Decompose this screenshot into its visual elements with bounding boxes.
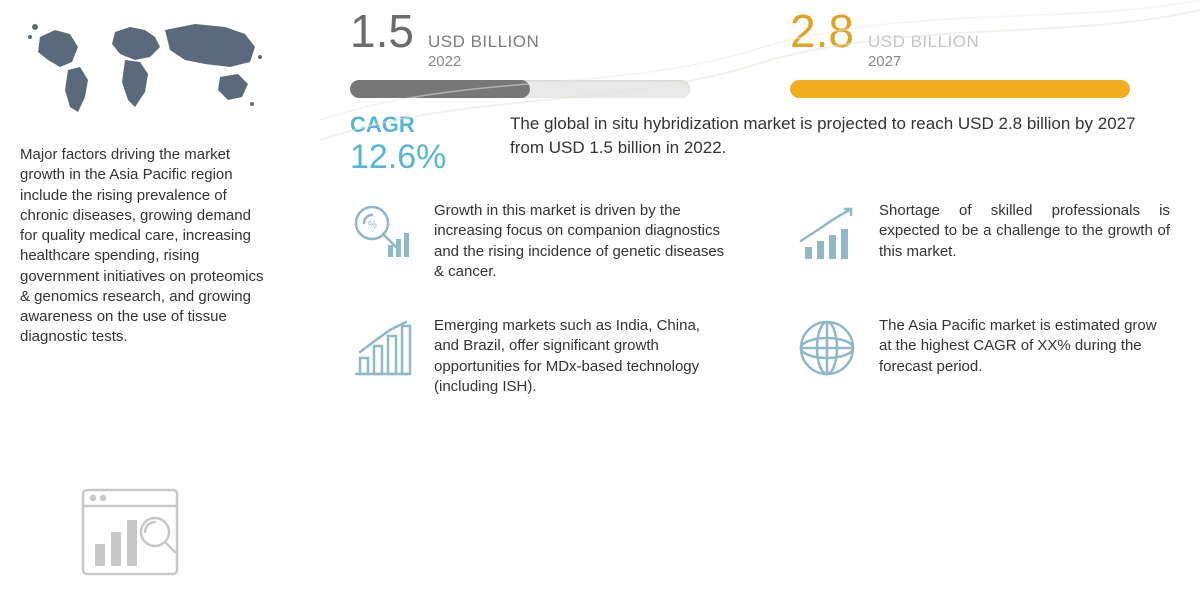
analysis-icon: % (350, 201, 414, 265)
chart-report-icon (75, 482, 185, 582)
info-text-1: Growth in this market is driven by the i… (434, 201, 725, 282)
end-value: 2.8 (790, 8, 854, 54)
metric-end: 2.8 USD BILLION 2027 (790, 8, 1170, 98)
metric-start: 1.5 USD BILLION 2022 (350, 8, 730, 98)
trend-icon (795, 201, 859, 265)
world-map (20, 12, 270, 132)
start-progress (350, 80, 690, 98)
left-column: Major factors driving the market growth … (0, 0, 290, 600)
start-year: 2022 (428, 54, 539, 71)
svg-text:%: % (368, 220, 377, 231)
barchart-icon (350, 316, 414, 380)
apac-label: APAC (0, 410, 8, 520)
cagr-block: CAGR 12.6% (350, 112, 480, 177)
start-progress-fill (350, 80, 530, 98)
info-grid: % Growth in this market is driven by the… (350, 201, 1170, 397)
top-metrics: 1.5 USD BILLION 2022 2.8 USD BILLION 202… (350, 8, 1170, 98)
end-progress (790, 80, 1130, 98)
summary-text: The global in situ hybridization market … (510, 112, 1170, 177)
end-progress-fill (790, 80, 1130, 98)
end-year: 2027 (868, 54, 979, 71)
cagr-value: 12.6% (350, 138, 480, 177)
start-unit: USD BILLION (428, 33, 539, 52)
info-item-3: Emerging markets such as India, China, a… (350, 316, 725, 397)
right-column: 1.5 USD BILLION 2022 2.8 USD BILLION 202… (290, 0, 1200, 600)
start-value: 1.5 (350, 8, 414, 54)
left-paragraph: Major factors driving the market growth … (20, 145, 270, 348)
info-item-1: % Growth in this market is driven by the… (350, 201, 725, 282)
info-text-3: Emerging markets such as India, China, a… (434, 316, 725, 397)
globe-icon (795, 316, 859, 380)
info-item-4: The Asia Pacific market is estimated gro… (795, 316, 1170, 397)
summary-row: CAGR 12.6% The global in situ hybridizat… (350, 112, 1170, 177)
cagr-label: CAGR (350, 112, 480, 138)
info-text-4: The Asia Pacific market is estimated gro… (879, 316, 1170, 377)
info-item-2: Shortage of skilled professionals is exp… (795, 201, 1170, 282)
info-text-2: Shortage of skilled professionals is exp… (879, 201, 1170, 262)
end-unit: USD BILLION (868, 33, 979, 52)
